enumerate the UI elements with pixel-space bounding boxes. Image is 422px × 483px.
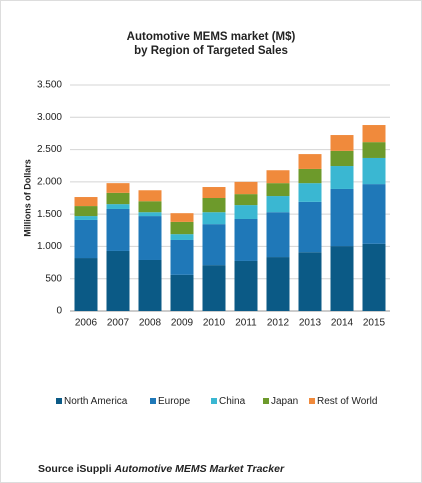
bar-segment	[170, 239, 194, 275]
bar-segment	[330, 135, 354, 151]
bar-segment	[170, 234, 194, 240]
x-tick-label: 2015	[363, 318, 386, 329]
x-tick-label: 2011	[235, 318, 257, 329]
bar-segment	[74, 216, 98, 220]
bar-segment	[266, 196, 290, 213]
bar-segment	[106, 192, 130, 205]
x-tick-label: 2006	[75, 318, 98, 329]
y-tick-label: 2.000	[37, 176, 62, 187]
bar-segment	[266, 212, 290, 258]
bar-segment	[362, 243, 386, 311]
bar-segment	[202, 265, 226, 311]
bar-segment	[74, 219, 98, 259]
y-tick-label: 1.000	[37, 241, 62, 252]
legend-label: Japan	[271, 396, 298, 407]
y-axis-label: Millions of Dollars	[22, 159, 32, 237]
y-tick-label: 500	[45, 273, 62, 284]
bar-segment	[106, 208, 130, 251]
x-tick-label: 2010	[203, 318, 226, 329]
bar-segment	[202, 224, 226, 266]
source-prefix: Source iSuppli	[38, 463, 112, 475]
bar-segment	[330, 150, 354, 167]
x-tick-label: 2008	[139, 318, 162, 329]
source-title: Automotive MEMS Market Tracker	[113, 463, 285, 475]
x-tick-label: 2013	[299, 318, 322, 329]
source: Source iSuppli Automotive MEMS Market Tr…	[38, 463, 285, 475]
bar-segment	[202, 198, 226, 213]
x-tick-label: 2012	[267, 318, 290, 329]
bar-segment	[74, 197, 98, 207]
bar-segment	[298, 201, 322, 253]
bar-segment	[202, 212, 226, 225]
chart-title: Automotive MEMS market (M$)	[127, 31, 296, 43]
bar-segment	[138, 190, 162, 202]
legend-label: North America	[64, 396, 128, 407]
bar-segment	[362, 157, 386, 185]
y-tick-label: 2.500	[37, 144, 62, 155]
bar-segment	[74, 258, 98, 311]
x-tick-label: 2009	[171, 318, 194, 329]
bar-segment	[106, 250, 130, 311]
y-tick-label: 1.500	[37, 209, 62, 220]
bar-segment	[266, 257, 290, 311]
bar-segment	[106, 183, 130, 193]
bar-segment	[266, 183, 290, 197]
bar-segment	[234, 218, 258, 261]
bar-segment	[330, 246, 354, 311]
legend-swatch	[309, 398, 315, 404]
x-tick-label: 2014	[331, 318, 354, 329]
y-tick-label: 3.000	[37, 112, 62, 123]
legend-swatch	[56, 398, 62, 404]
bar-segment	[298, 183, 322, 202]
legend-swatch	[211, 398, 217, 404]
bar-segment	[170, 221, 194, 235]
x-tick-label: 2007	[107, 318, 130, 329]
chart-subtitle: by Region of Targeted Sales	[134, 45, 288, 57]
bar-segment	[362, 184, 386, 244]
bar-segment	[74, 206, 98, 217]
legend-label: China	[219, 396, 246, 407]
bar-segment	[170, 274, 194, 311]
bar-segment	[330, 166, 354, 189]
y-tick-label: 3.500	[37, 80, 62, 91]
bar-segment	[266, 170, 290, 184]
bar-segment	[234, 181, 258, 195]
y-tick-label: 0	[56, 306, 62, 317]
bar-segment	[298, 252, 322, 311]
legend-label: Rest of World	[317, 396, 377, 407]
legend-swatch	[150, 398, 156, 404]
bar-segment	[298, 154, 322, 169]
bar-segment	[234, 194, 258, 206]
legend-label: Europe	[158, 396, 191, 407]
bar-segment	[362, 125, 386, 143]
bar-segment	[330, 188, 354, 247]
bar-segment	[362, 142, 386, 158]
bar-segment	[234, 205, 258, 219]
bar-segment	[234, 260, 258, 311]
bar-segment	[138, 201, 162, 213]
bar-segment	[202, 187, 226, 198]
bar-segment	[138, 259, 162, 311]
legend-swatch	[263, 398, 269, 404]
bar-segment	[138, 212, 162, 217]
bar-segment	[170, 213, 194, 222]
bar-segment	[298, 168, 322, 184]
bar-segment	[106, 204, 130, 209]
bar-segment	[138, 216, 162, 260]
